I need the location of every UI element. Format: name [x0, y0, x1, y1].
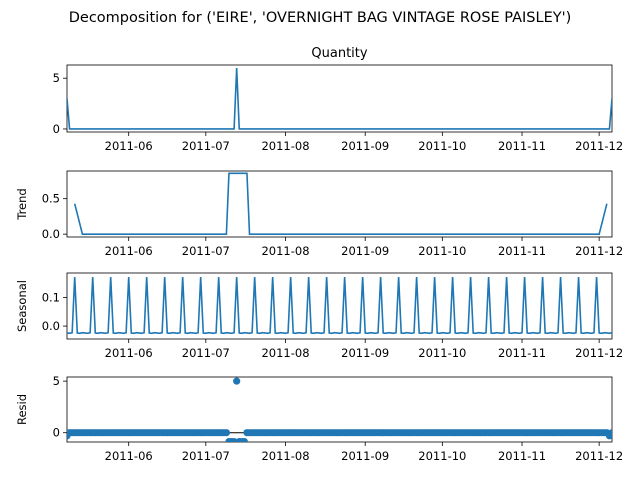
x-tick-label: 2011-11: [498, 346, 546, 360]
y-tick-label: 5: [53, 374, 60, 388]
y-axis-label: Resid: [15, 394, 29, 425]
x-tick-label: 2011-10: [418, 449, 466, 463]
x-tick-label: 2011-09: [341, 244, 389, 258]
x-tick-label: 2011-11: [498, 139, 546, 153]
resid-point: [233, 377, 241, 385]
x-tick-label: 2011-07: [182, 346, 230, 360]
panel-4: Resid 0 5 2011-06 2011-07 2011-08 2011-09 2011-…: [15, 374, 623, 463]
resid-point: [240, 437, 248, 442]
seasonal-line: [67, 276, 612, 335]
axes-frame: [66, 376, 613, 443]
y-tick-label: 0.1: [42, 290, 60, 304]
x-tick-label: 2011-06: [105, 244, 153, 258]
x-tick-label: 2011-12: [575, 244, 623, 258]
x-tick-label: 2011-07: [182, 244, 230, 258]
x-tick-label: 2011-07: [182, 449, 230, 463]
x-tick-label: 2011-10: [418, 244, 466, 258]
series-line: [73, 172, 608, 235]
resid-point: [608, 429, 612, 437]
x-tick-label: 2011-09: [341, 139, 389, 153]
axes-frame: [66, 272, 613, 340]
y-tick-label: 0: [53, 426, 60, 440]
series-line: [67, 68, 612, 130]
x-tick-label: 2011-06: [105, 346, 153, 360]
x-tick-label: 2011-09: [341, 346, 389, 360]
x-tick-label: 2011-08: [261, 139, 309, 153]
x-tick-label: 2011-08: [261, 346, 309, 360]
axes-frame: [66, 170, 613, 238]
axes-frame: [66, 64, 613, 133]
x-tick-label: 2011-11: [498, 244, 546, 258]
plot-area: [67, 377, 612, 442]
figure-title: Decomposition for ('EIRE', 'OVERNIGHT BA…: [69, 10, 572, 26]
x-tick-label: 2011-09: [341, 449, 389, 463]
y-tick-label: 0.0: [42, 227, 60, 241]
x-tick-label: 2011-12: [575, 139, 623, 153]
y-tick-label: 0: [53, 122, 60, 136]
x-tick-label: 2011-10: [418, 139, 466, 153]
x-tick-label: 2011-12: [575, 346, 623, 360]
x-tick-label: 2011-11: [498, 449, 546, 463]
y-axis-label: Trend: [15, 188, 29, 220]
x-tick-label: 2011-08: [261, 244, 309, 258]
y-tick-label: 5: [53, 71, 60, 85]
plot-area: [67, 276, 612, 335]
panel-2: Trend 0.0 0.5 2011-06 2011-07 2011-08 2011-09 2…: [15, 170, 623, 258]
x-tick-label: 2011-06: [105, 449, 153, 463]
plot-area: [67, 68, 612, 130]
x-tick-label: 2011-07: [182, 139, 230, 153]
panel-title: Quantity: [311, 46, 367, 61]
x-tick-label: 2011-06: [105, 139, 153, 153]
x-tick-label: 2011-08: [261, 449, 309, 463]
panel-1: Quantity 0 5 2011-06 2011-07 2011-08 2011-09 20…: [53, 46, 624, 153]
x-tick-label: 2011-10: [418, 346, 466, 360]
panel-3: Seasonal 0.0 0.1 2011-06 2011-07 2011-08 2011-…: [15, 272, 623, 360]
x-tick-label: 2011-12: [575, 449, 623, 463]
y-tick-label: 0.5: [42, 192, 60, 206]
resid-point: [222, 429, 230, 437]
y-tick-label: 0.0: [42, 319, 60, 333]
y-axis-label: Seasonal: [15, 280, 29, 332]
plot-area: [73, 172, 608, 235]
